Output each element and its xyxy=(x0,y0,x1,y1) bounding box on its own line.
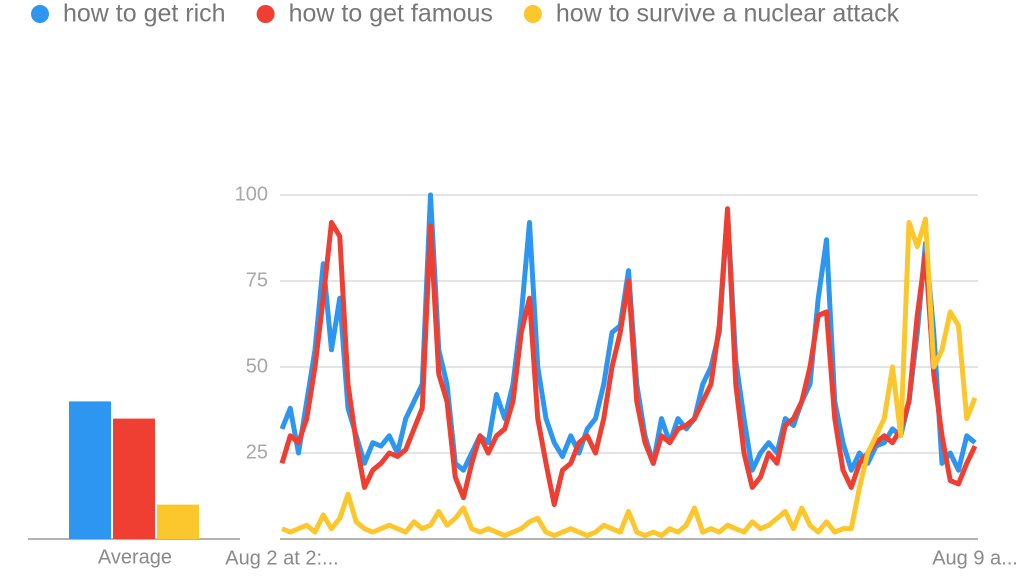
x-tick-label: Aug 9 a... xyxy=(932,547,1018,569)
legend-marker xyxy=(523,5,542,23)
trend-line xyxy=(281,216,978,539)
average-bar xyxy=(69,401,111,539)
average-bar xyxy=(113,418,155,539)
trend-line xyxy=(279,192,977,473)
legend-label: how to get famous xyxy=(289,0,493,28)
legend-label: how to survive a nuclear attack xyxy=(556,0,900,28)
legend: how to get rich how to get famous how to s… xyxy=(31,0,900,28)
y-tick-label: 25 xyxy=(246,441,268,463)
x-tick-label: Aug 2 at 2:... xyxy=(225,547,338,569)
y-tick-label: 50 xyxy=(246,355,268,377)
legend-marker xyxy=(31,5,49,23)
y-tick-label: 100 xyxy=(235,183,268,205)
average-bar xyxy=(157,504,199,539)
legend-marker xyxy=(256,5,275,23)
legend-label: how to get rich xyxy=(63,0,226,28)
y-tick-label: 75 xyxy=(246,269,268,291)
trend-line xyxy=(279,206,978,508)
average-label: Average xyxy=(98,546,172,568)
